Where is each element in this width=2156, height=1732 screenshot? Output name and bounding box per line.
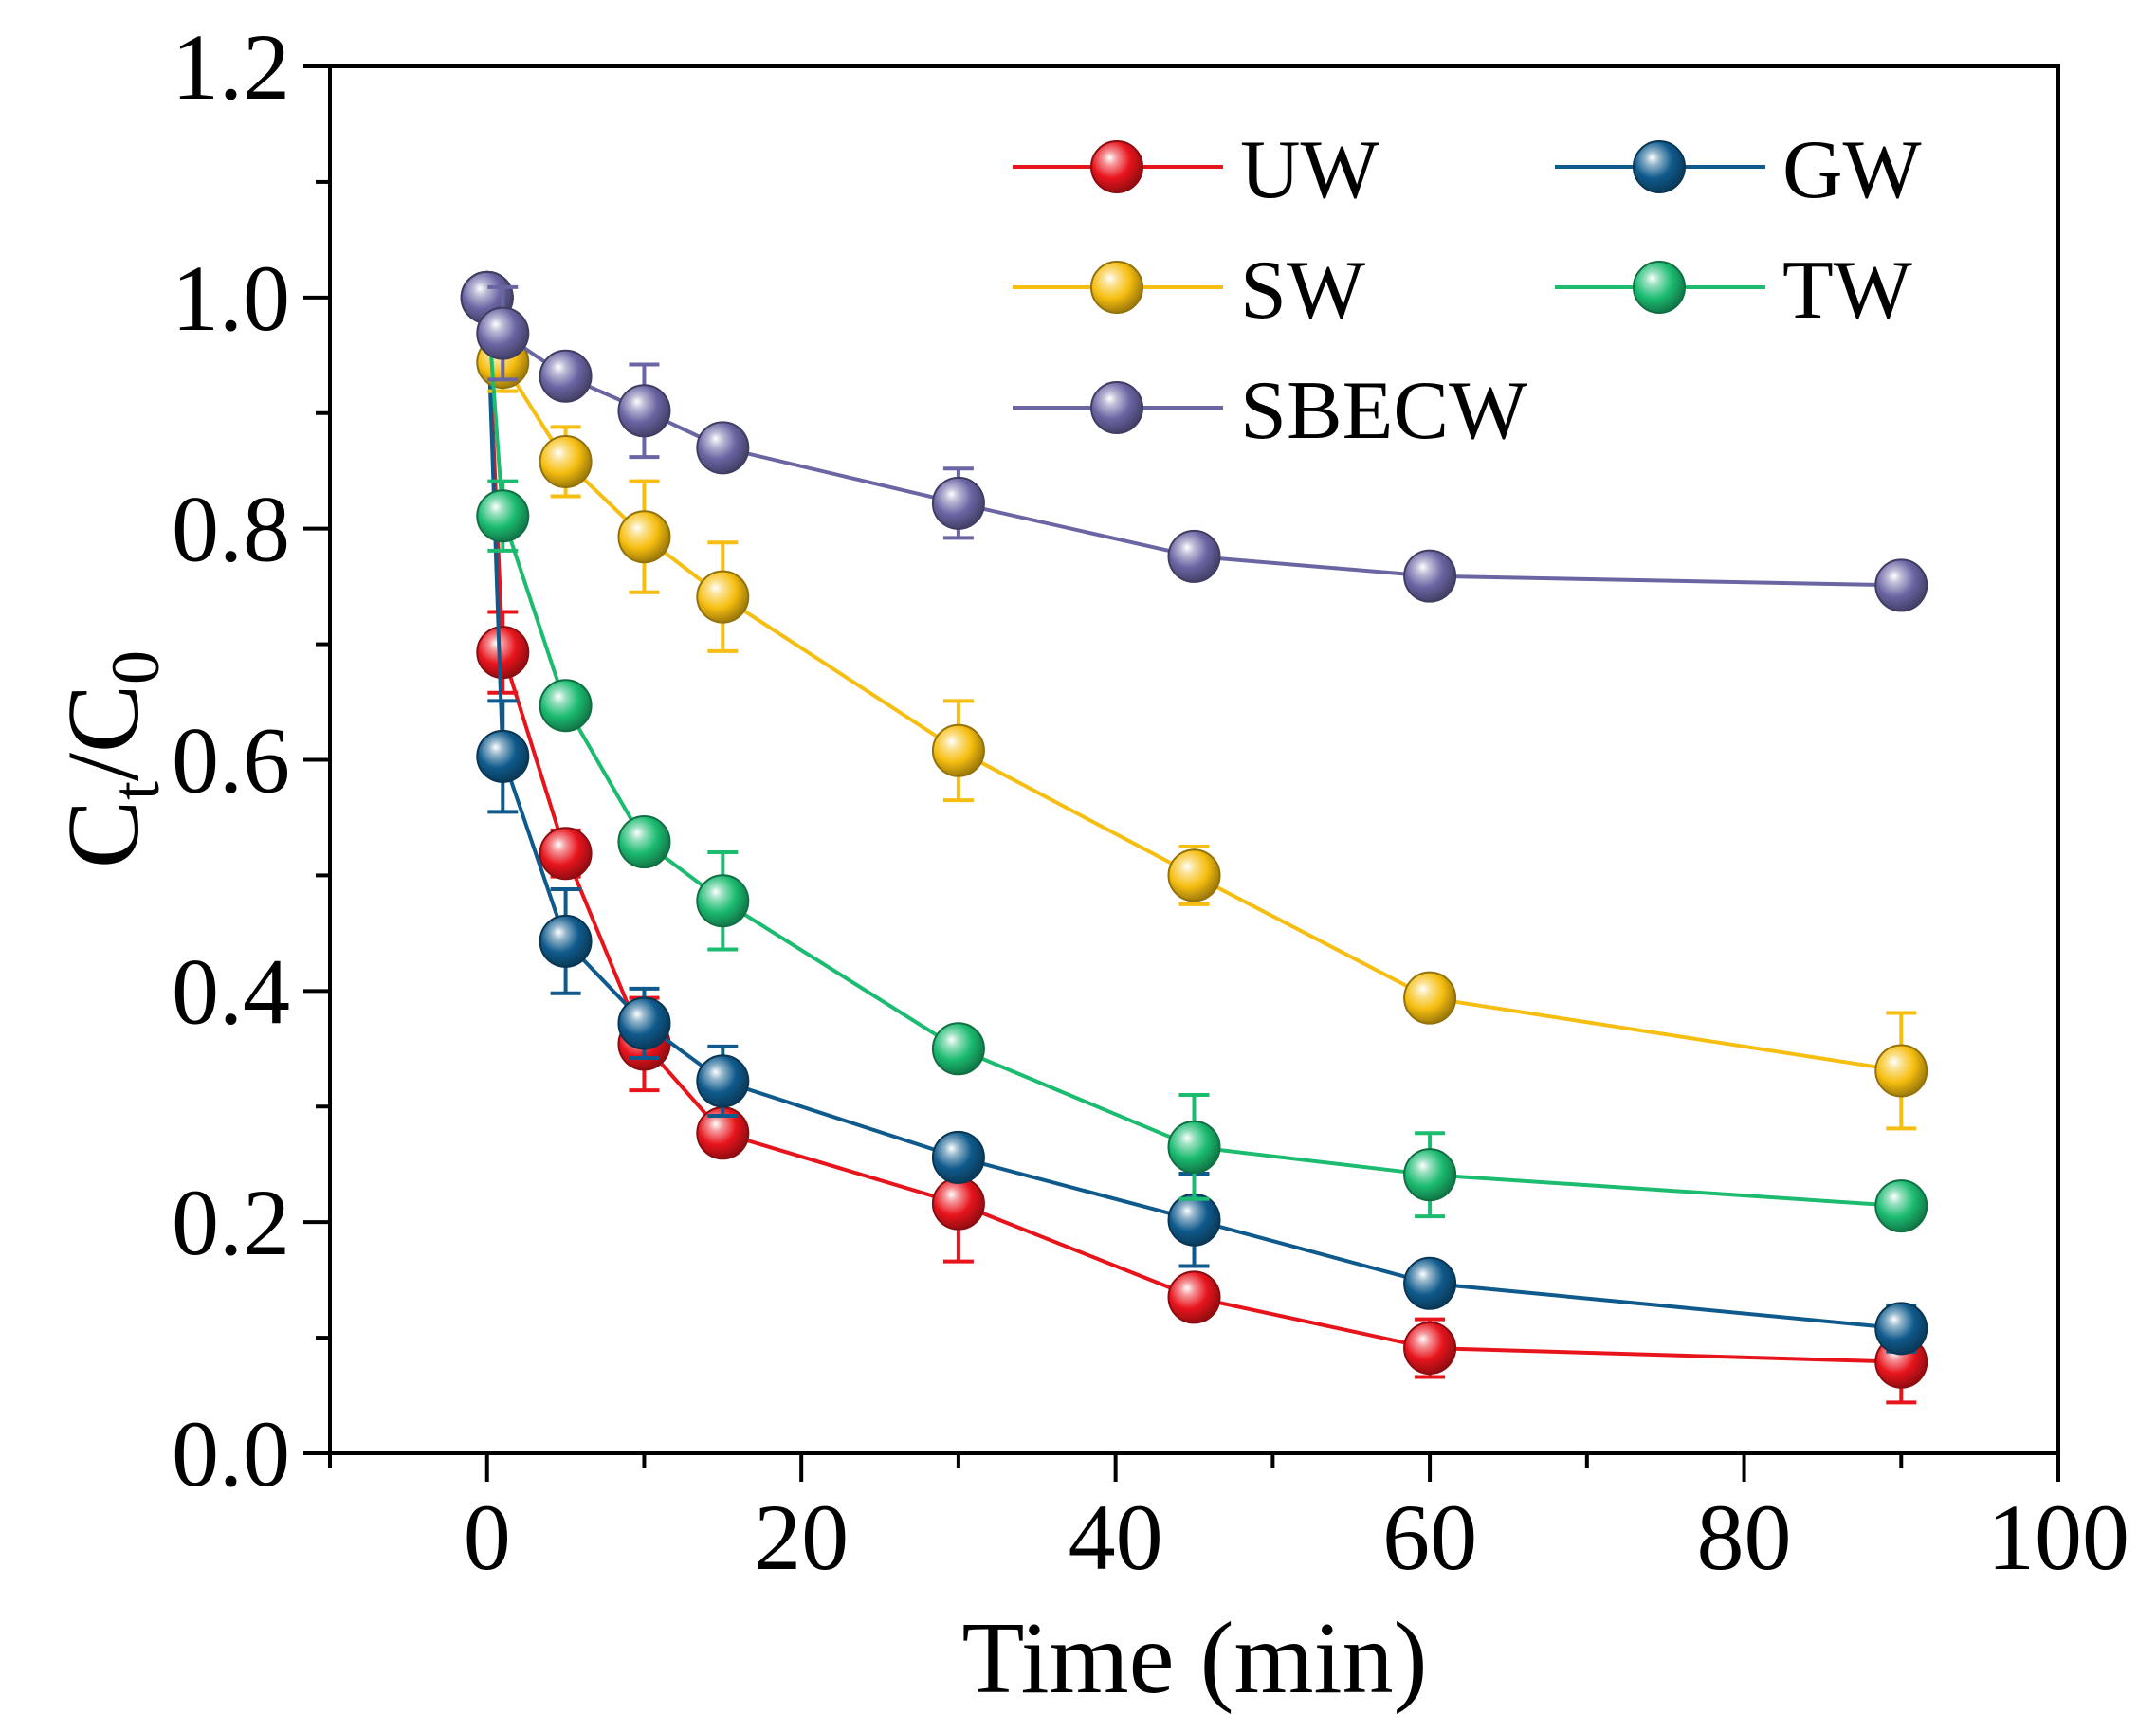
y-tick-label: 0.4 [172,939,290,1044]
legend-item-tw: TW [1555,245,1912,337]
data-point [1167,529,1221,583]
legend-marker [1633,261,1686,314]
data-point [1403,971,1457,1025]
data-point [931,1022,985,1076]
x-tick-label: 20 [754,1485,849,1590]
legend: UW GW SW TW SBECW [1013,124,1922,457]
y-tick-label: 1.0 [172,246,290,351]
legend-marker [1090,381,1143,434]
data-point [476,489,530,543]
series-line-sw [484,297,1902,1073]
y-title-sub-0: 0 [98,650,174,684]
data-point [931,476,985,530]
data-point [617,384,671,438]
data-point [476,729,530,783]
data-point [696,421,750,475]
data-point [696,874,750,928]
data-point [1874,1179,1928,1233]
data-point [696,570,750,624]
legend-marker [1633,140,1686,193]
data-point [476,306,530,360]
data-point [931,723,985,777]
data-point [476,626,530,680]
legend-label: GW [1782,124,1922,216]
legend-item-sbecw: SBECW [1013,365,1527,457]
y-title-slash: /C [47,684,160,781]
y-title-main: C [47,800,160,868]
legend-item-uw: UW [1013,124,1379,216]
x-tick-label: 80 [1697,1485,1792,1590]
data-point [539,827,593,881]
y-tick-label: 1.2 [172,14,290,119]
data-point [1403,549,1457,603]
x-axis: 0 20 40 60 80 100 [328,1453,2129,1590]
x-tick-label: 100 [1987,1485,2129,1590]
data-point [931,1130,985,1184]
series-sw [460,270,1928,1131]
data-point [1167,1120,1221,1174]
data-point [1874,1302,1928,1356]
data-point [617,815,671,869]
data-point [539,914,593,968]
y-tick-label: 0.0 [172,1401,290,1506]
data-point [1403,1148,1457,1202]
legend-item-gw: GW [1555,124,1922,216]
data-point [1874,558,1928,612]
legend-item-sw: SW [1013,245,1365,337]
y-tick-label: 0.8 [172,477,290,582]
data-point [1403,1322,1457,1376]
x-tick-label: 40 [1069,1485,1163,1590]
series-sbecw [460,270,1928,612]
data-point [931,1176,985,1231]
y-axis-title: Ct/C0 [47,650,174,868]
y-tick-label: 0.6 [172,708,290,813]
legend-label: SW [1240,245,1365,337]
legend-marker [1090,261,1143,314]
data-point [1403,1256,1457,1310]
legend-label: TW [1782,245,1912,337]
data-point [1167,1270,1221,1324]
x-axis-title: Time (min) [961,1602,1427,1715]
legend-marker [1090,140,1143,193]
data-point [617,996,671,1050]
legend-label: UW [1240,124,1379,216]
data-point [1167,1193,1221,1247]
y-axis: 0.0 0.2 0.4 0.6 0.8 1.0 1.2 [172,14,330,1506]
data-point [617,510,671,564]
y-title-sub-t: t [98,781,174,800]
data-point [539,434,593,488]
data-point [1167,848,1221,902]
data-point [539,349,593,403]
series-layer [460,270,1928,1405]
y-tick-label: 0.2 [172,1170,290,1275]
data-point [539,679,593,733]
legend-label: SBECW [1240,365,1527,457]
data-point [1874,1044,1928,1098]
data-point [696,1054,750,1108]
series-gw [460,270,1928,1356]
x-tick-label: 60 [1382,1485,1477,1590]
x-tick-label: 0 [464,1485,511,1590]
